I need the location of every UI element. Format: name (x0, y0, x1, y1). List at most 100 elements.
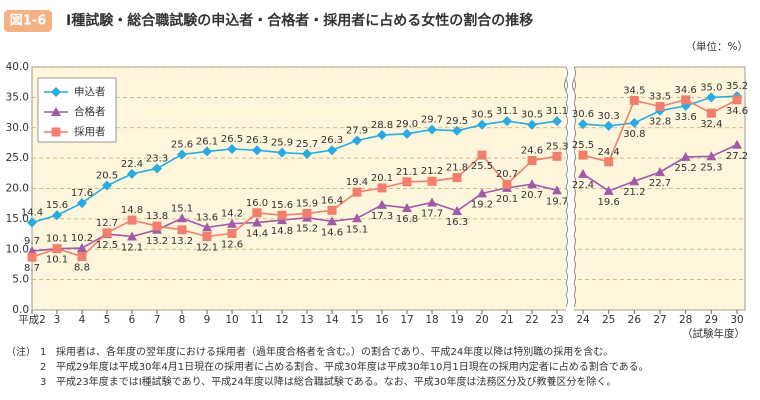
data-label: 24.4 (598, 147, 620, 158)
marker (578, 168, 588, 178)
data-label: 21.2 (623, 187, 645, 198)
x-tick-label: 29 (705, 314, 718, 326)
series-line (31, 183, 558, 252)
data-label: 30.5 (521, 110, 543, 121)
marker (377, 199, 387, 209)
marker (452, 125, 462, 136)
series-line (31, 120, 558, 224)
data-label: 35.0 (700, 82, 722, 93)
data-label: 23.3 (146, 153, 168, 164)
x-tick-label: 15 (350, 314, 363, 326)
data-label: 20.7 (521, 190, 543, 201)
note-text: 採用者は、各年度の翌年度における採用者（過年度合格者を含む。）の割合であり、平成… (56, 345, 613, 358)
data-label: 32.4 (700, 119, 722, 130)
legend-label: 申込者 (74, 85, 106, 98)
marker (227, 144, 237, 155)
data-label: 12.1 (196, 242, 218, 253)
data-label: 17.7 (421, 208, 443, 219)
marker (177, 213, 187, 223)
x-tick-label: 27 (653, 314, 666, 326)
marker (52, 210, 62, 221)
data-label: 9.7 (24, 236, 40, 247)
legend-marker (51, 107, 61, 116)
data-label: 12.1 (121, 242, 143, 253)
y-tick-label: 20.0 (6, 183, 29, 195)
marker (327, 145, 337, 156)
data-label: 15.9 (296, 198, 318, 209)
data-label: 14.6 (321, 227, 343, 238)
data-label: 20.7 (496, 169, 518, 180)
data-label: 27.9 (346, 126, 368, 137)
data-label: 34.6 (726, 106, 748, 117)
chart-title: Ⅰ種試験・総合職試験の申込者・合格者・採用者に占める女性の割合の推移 (66, 12, 533, 29)
marker (52, 244, 62, 254)
marker (452, 205, 462, 215)
marker (477, 188, 487, 198)
data-label: 14.8 (121, 205, 143, 216)
data-label: 15.6 (271, 200, 293, 211)
data-label: 19.4 (346, 177, 368, 188)
x-tick-label: 25 (602, 314, 615, 326)
x-tick-label: 14 (325, 314, 339, 326)
data-label: 30.3 (598, 111, 620, 122)
marker (655, 167, 665, 177)
marker (27, 252, 37, 262)
data-label: 16.0 (246, 198, 268, 209)
x-tick-label: 13 (300, 314, 313, 326)
marker (202, 231, 212, 241)
marker (706, 92, 717, 103)
legend-label: 採用者 (74, 125, 106, 138)
data-label: 12.5 (96, 240, 118, 251)
data-label: 33.5 (649, 91, 671, 102)
marker (732, 95, 742, 105)
marker (427, 176, 437, 186)
data-label: 26.5 (221, 134, 243, 145)
data-label: 14.4 (246, 229, 268, 240)
data-label: 13.2 (146, 236, 168, 247)
marker (502, 179, 512, 189)
marker (277, 147, 287, 158)
y-tick-label: 35.0 (6, 91, 29, 103)
x-tick-label: 21 (500, 314, 513, 326)
marker (102, 228, 112, 238)
data-label: 22.7 (649, 178, 671, 189)
data-label: 10.2 (71, 233, 93, 244)
marker (629, 95, 639, 105)
data-label: 17.3 (371, 211, 393, 222)
data-label: 26.1 (196, 136, 218, 147)
x-tick-label: 18 (425, 314, 438, 326)
marker (402, 177, 412, 187)
x-tick-label: 23 (550, 314, 563, 326)
marker (578, 119, 588, 130)
data-label: 21.1 (396, 167, 418, 178)
marker (77, 243, 87, 253)
data-label: 10.1 (46, 255, 68, 266)
marker (552, 151, 562, 161)
marker (127, 231, 137, 241)
badge-bg (4, 10, 52, 32)
marker (252, 208, 262, 218)
legend-label: 合格者 (74, 105, 106, 118)
x-tick-label: 16 (375, 314, 389, 326)
marker (252, 145, 262, 156)
data-label: 25.5 (572, 140, 594, 151)
data-label: 19.2 (471, 199, 493, 210)
data-label: 34.5 (623, 85, 645, 96)
data-label: 19.6 (598, 197, 620, 208)
marker (527, 119, 537, 130)
axis-break-line (572, 66, 576, 308)
marker (578, 150, 588, 160)
marker (77, 198, 87, 209)
data-label: 20.1 (371, 173, 393, 184)
data-label: 15.1 (346, 224, 368, 235)
data-label: 14.4 (21, 208, 43, 219)
y-tick-label: 40.0 (6, 61, 29, 73)
data-label: 35.2 (726, 81, 748, 92)
x-tick-label: 3 (54, 314, 61, 326)
x-tick-label: 8 (179, 314, 186, 326)
marker (202, 222, 212, 232)
x-tick-label: 平成2 (18, 314, 46, 326)
badge: 図1-6 (10, 14, 47, 29)
x-tick-label: 24 (576, 314, 590, 326)
marker (202, 146, 212, 157)
